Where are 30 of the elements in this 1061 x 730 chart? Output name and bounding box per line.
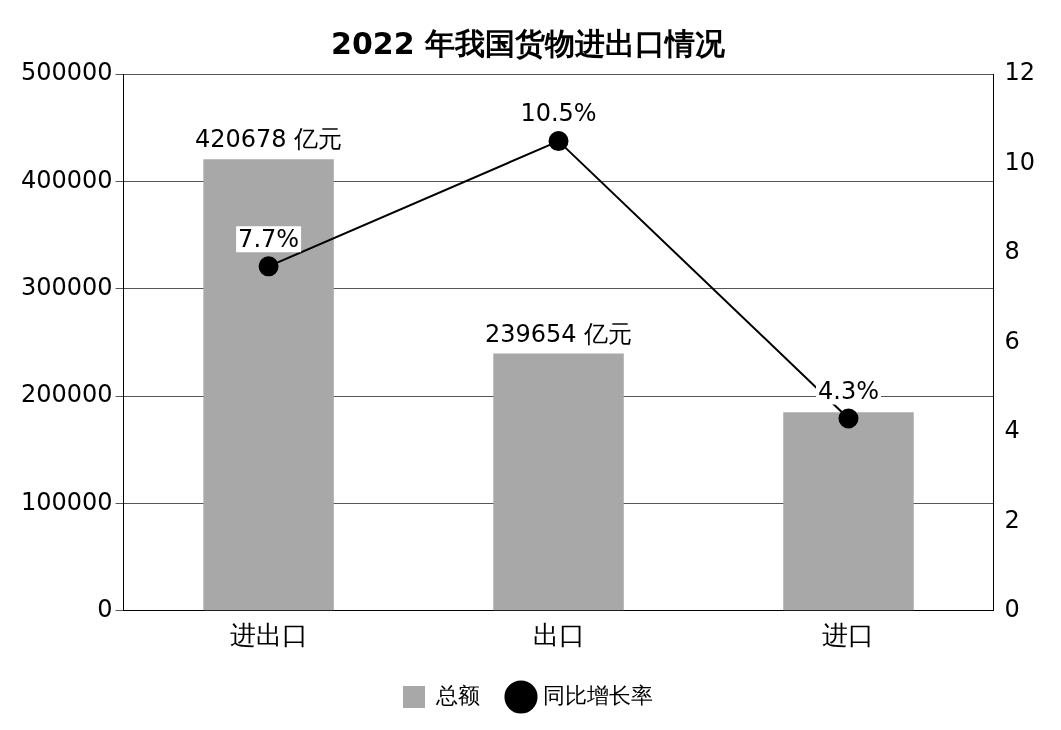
bar [203,159,334,611]
x-tick-label: 进出口 [229,620,308,651]
y2-tick-label: 2 [1004,505,1020,534]
bar [783,412,914,611]
bar [493,353,624,611]
legend-label: 同比增长率 [543,682,653,708]
x-tick-label: 出口 [532,620,585,651]
data-label: 10.5% [520,99,597,128]
y-tick-label: 500000 [20,58,113,87]
data-label: 420678 亿元 [194,125,343,154]
point [838,408,859,429]
data-label: 239654 亿元 [484,319,633,348]
y2-tick-label: 6 [1004,326,1020,355]
y2-tick-label: 12 [1004,58,1036,87]
legend-label: 总额 [435,682,480,708]
x-tick-label: 进口 [822,620,875,651]
data-label: 7.7% [238,224,300,253]
y-tick-label: 300000 [20,272,113,301]
y2-tick-label: 0 [1004,595,1020,624]
y2-tick-label: 4 [1004,416,1020,445]
y-tick-label: 0 [97,595,113,624]
y-tick-label: 100000 [20,487,113,516]
point [548,131,569,152]
data-label: 4.3% [817,376,879,405]
chart-title: 2022 年我国货物进出口情况 [331,25,726,61]
y-tick-label: 200000 [20,380,113,409]
y-tick-label: 400000 [20,165,113,194]
y2-tick-label: 10 [1004,147,1036,176]
point [258,256,279,277]
y2-tick-label: 8 [1004,237,1020,266]
